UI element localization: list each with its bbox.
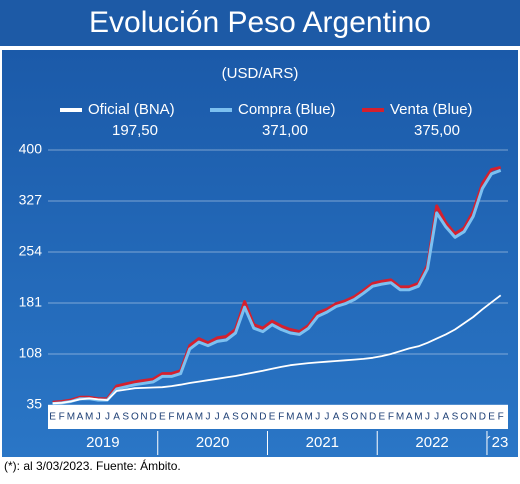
x-tick-label: M [67, 412, 75, 423]
y-tick-label: 181 [19, 294, 43, 310]
x-tick-label: F [59, 412, 65, 423]
x-tick-label: M [396, 412, 404, 423]
x-tick-label: D [369, 412, 376, 423]
x-tick-label: E [269, 412, 276, 423]
x-tick-label: M [176, 412, 184, 423]
x-tick-label: E [488, 412, 495, 423]
x-tick-label: E [49, 412, 56, 423]
footnote: (*): al 3/03/2023. Fuente: Ámbito. [4, 458, 181, 473]
x-tick-label: O [350, 412, 358, 423]
legend-value: 375,00 [414, 122, 460, 139]
y-tick-label: 400 [19, 141, 43, 157]
chart-subtitle: (USD/ARS) [222, 65, 299, 82]
chart-panel [2, 50, 518, 457]
x-tick-label: S [232, 412, 239, 423]
x-tick-label: M [85, 412, 93, 423]
x-tick-label: J [315, 412, 320, 423]
x-tick-label: M [286, 412, 294, 423]
year-label: ´23 [487, 434, 509, 451]
x-tick-label: J [96, 412, 101, 423]
year-label: 2021 [306, 434, 339, 451]
year-label: 2022 [415, 434, 448, 451]
y-tick-label: 108 [19, 345, 43, 361]
x-tick-label: F [168, 412, 174, 423]
year-label: 2020 [196, 434, 229, 451]
y-tick-label: 35 [26, 396, 42, 412]
x-tick-label: O [131, 412, 139, 423]
x-tick-label: J [215, 412, 220, 423]
y-tick-label: 327 [19, 192, 43, 208]
x-tick-label: M [195, 412, 203, 423]
series-line [52, 294, 502, 405]
x-tick-label: A [77, 412, 84, 423]
x-tick-label: S [452, 412, 459, 423]
x-tick-label: A [442, 412, 449, 423]
y-tick-label: 254 [19, 243, 43, 259]
x-tick-label: F [278, 412, 284, 423]
x-tick-label: M [304, 412, 312, 423]
x-tick-label: F [498, 412, 504, 423]
x-tick-label: A [333, 412, 340, 423]
x-tick-label: E [159, 412, 166, 423]
x-tick-label: N [470, 412, 477, 423]
x-tick-label: D [479, 412, 486, 423]
x-tick-label: D [150, 412, 157, 423]
x-tick-label: D [259, 412, 266, 423]
x-tick-label: N [140, 412, 147, 423]
x-axis-band [48, 405, 508, 429]
x-tick-label: S [342, 412, 349, 423]
x-tick-label: A [406, 412, 413, 423]
chart-title: Evolución Peso Argentino [89, 6, 431, 39]
x-tick-label: N [250, 412, 257, 423]
x-tick-label: J [425, 412, 430, 423]
series-line [52, 168, 502, 406]
x-tick-label: N [360, 412, 367, 423]
x-tick-label: M [414, 412, 422, 423]
x-tick-label: O [460, 412, 468, 423]
legend-value: 197,50 [112, 122, 158, 139]
x-tick-label: A [186, 412, 193, 423]
title-banner [0, 0, 520, 46]
year-label: 2019 [86, 434, 119, 451]
x-tick-label: A [113, 412, 120, 423]
x-tick-label: A [296, 412, 303, 423]
legend-label: Compra (Blue) [238, 101, 336, 118]
x-tick-label: J [105, 412, 110, 423]
x-tick-label: A [223, 412, 230, 423]
legend-value: 371,00 [262, 122, 308, 139]
x-tick-label: S [122, 412, 129, 423]
x-tick-label: J [324, 412, 329, 423]
x-tick-label: E [378, 412, 385, 423]
legend-label: Oficial (BNA) [88, 101, 175, 118]
x-tick-label: F [388, 412, 394, 423]
legend-label: Venta (Blue) [390, 101, 473, 118]
x-tick-label: O [241, 412, 249, 423]
series-line [52, 166, 502, 404]
x-tick-label: J [206, 412, 211, 423]
x-tick-label: J [434, 412, 439, 423]
